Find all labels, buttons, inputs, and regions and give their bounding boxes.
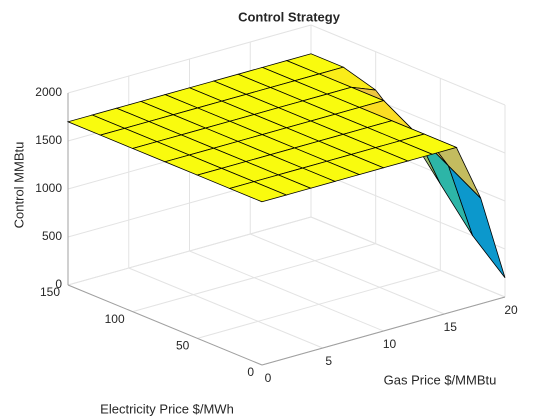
x-tick-label: 0 — [265, 371, 272, 385]
z-tick-label: 1000 — [35, 181, 62, 195]
grid-line — [310, 216, 506, 298]
grid-line — [132, 243, 376, 313]
z-tick-label: 0 — [55, 277, 62, 291]
y-tick-label: 100 — [105, 312, 125, 326]
x-tick-label: 20 — [504, 303, 518, 317]
x-tick-label: 15 — [444, 320, 458, 334]
grid-line — [128, 267, 323, 349]
x-tick-label: 5 — [325, 354, 332, 368]
grid-line — [310, 24, 506, 106]
z-tick-label: 2000 — [35, 85, 62, 99]
grid-line — [67, 24, 312, 94]
surface — [66, 53, 506, 279]
y-tick-label: 50 — [176, 339, 190, 353]
chart-title: Control Strategy — [238, 9, 341, 24]
x-tick-label: 10 — [383, 337, 397, 351]
surface-face — [228, 181, 288, 203]
z-tick-label: 500 — [42, 229, 62, 243]
y-tick-label: 0 — [247, 365, 254, 379]
z-axis-label: Control MMBtu — [11, 142, 26, 229]
x-axis-label: Gas Price $/MMBtu — [384, 372, 497, 387]
grid-line — [67, 216, 312, 286]
x-axis-line — [261, 296, 506, 366]
z-tick-label: 1500 — [35, 133, 62, 147]
y-axis-line — [67, 284, 263, 366]
y-tick-label: 150 — [40, 285, 60, 299]
grid-line — [189, 250, 384, 332]
y-axis-label: Electricity Price $/MWh — [100, 401, 234, 416]
grid-line — [250, 233, 445, 315]
grid-line — [197, 269, 441, 339]
